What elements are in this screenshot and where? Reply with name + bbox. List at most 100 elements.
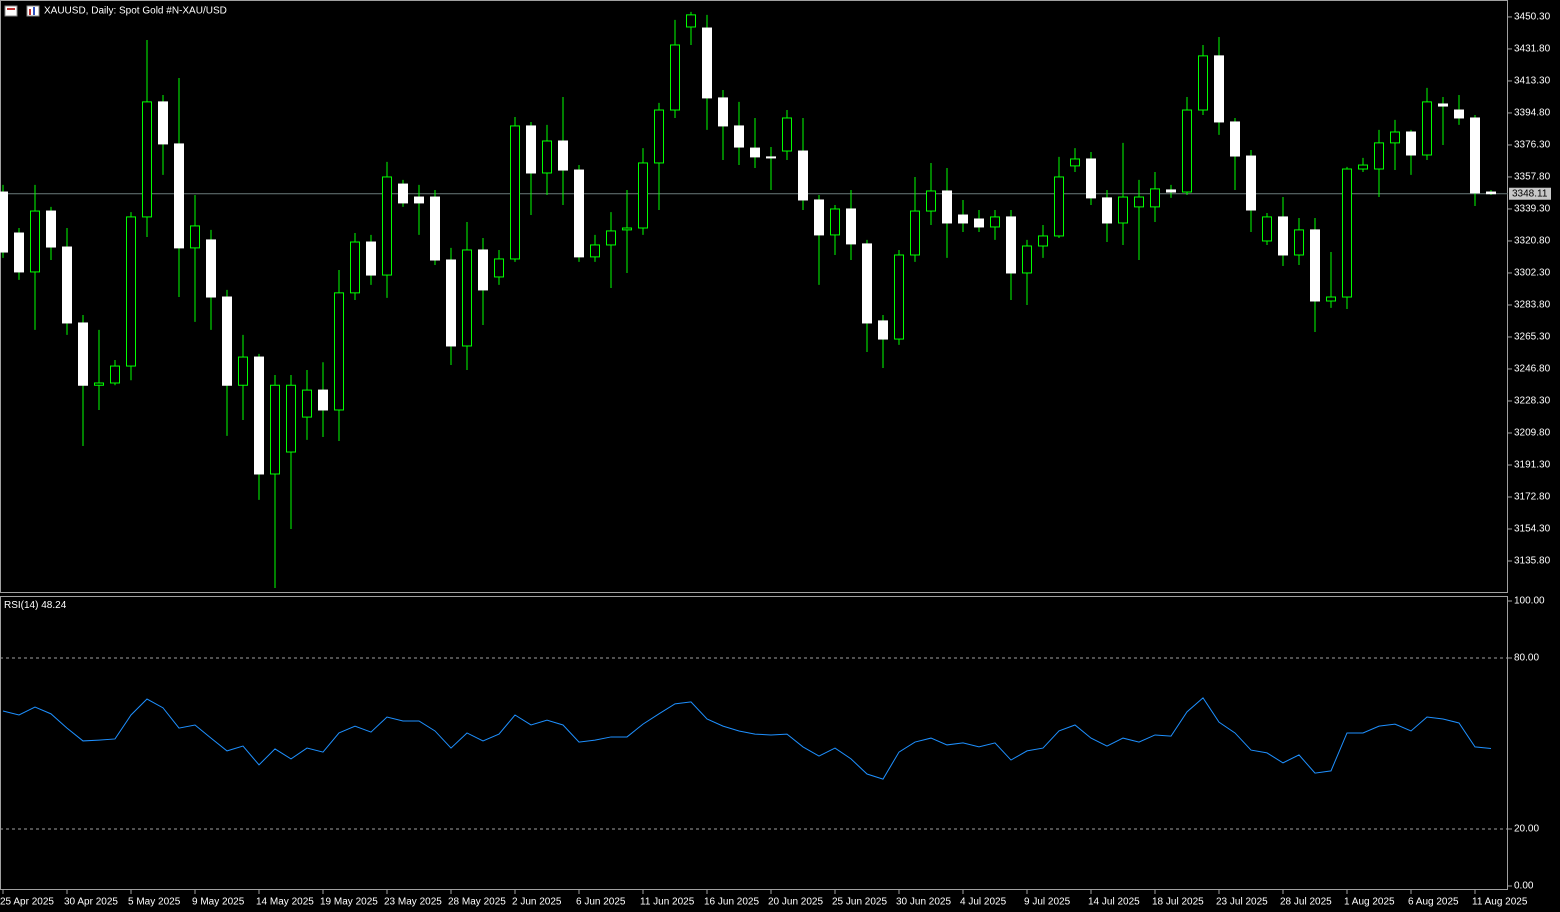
candle-body	[430, 196, 440, 261]
candle-body	[94, 382, 104, 386]
candle-body	[734, 125, 744, 148]
x-tick-label: 14 Jul 2025	[1088, 897, 1140, 908]
rsi-line	[2, 697, 1492, 780]
y-tick-label: 3413.30	[1514, 76, 1551, 87]
candle-body	[1310, 229, 1320, 302]
candle-body	[478, 249, 488, 291]
candle-body	[1294, 229, 1304, 256]
x-tick-label: 16 Jun 2025	[704, 897, 759, 908]
y-tick-label: 3376.30	[1514, 140, 1551, 151]
x-tick-label: 19 May 2025	[320, 897, 378, 908]
candle-body	[398, 183, 408, 204]
candle-body	[558, 140, 568, 171]
candle-body	[1486, 191, 1496, 195]
candle-body	[62, 246, 72, 324]
candle-body	[1358, 164, 1368, 170]
x-tick-label: 6 Aug 2025	[1408, 897, 1459, 908]
y-tick-label: 3431.80	[1514, 44, 1551, 55]
header-icons	[4, 5, 40, 17]
y-tick-label: 100.00	[1514, 596, 1545, 607]
candle-body	[1022, 245, 1032, 274]
candle-body	[510, 125, 520, 260]
candle-body	[798, 150, 808, 201]
candle-body	[1182, 109, 1192, 193]
candle-body	[446, 259, 456, 347]
candle-body	[1070, 158, 1080, 167]
x-tick-label: 28 May 2025	[448, 897, 506, 908]
x-tick-label: 9 Jul 2025	[1024, 897, 1071, 908]
y-tick-label: 3209.80	[1514, 428, 1551, 439]
x-tick-label: 30 Apr 2025	[64, 897, 118, 908]
rsi-frame	[0, 596, 1508, 890]
candle-body	[382, 176, 392, 276]
rsi-title: RSI(14) 48.24	[4, 600, 67, 611]
candle-body	[814, 199, 824, 236]
candle-body	[334, 292, 344, 411]
candle-body	[958, 214, 968, 224]
y-tick-label: 3320.80	[1514, 236, 1551, 247]
candle-body	[302, 389, 312, 418]
candle-body	[1374, 142, 1384, 170]
candle-body	[494, 258, 504, 278]
x-tick-label: 1 Aug 2025	[1344, 897, 1395, 908]
candle-body	[1006, 216, 1016, 274]
x-tick-label: 18 Jul 2025	[1152, 897, 1204, 908]
candle-body	[590, 244, 600, 258]
candle-body	[1134, 196, 1144, 208]
candle-body	[718, 97, 728, 127]
y-tick-label: 3357.80	[1514, 172, 1551, 183]
candle-body	[1422, 101, 1432, 156]
candle-body	[30, 210, 40, 273]
x-tick-label: 4 Jul 2025	[960, 897, 1007, 908]
candle-body	[238, 356, 248, 386]
candle-body	[414, 196, 424, 204]
candle-body	[0, 191, 8, 253]
candle-body	[78, 322, 88, 386]
candle-body	[254, 356, 264, 475]
x-tick-label: 25 Jun 2025	[832, 897, 887, 908]
icon	[4, 5, 18, 17]
candle-body	[1214, 55, 1224, 123]
y-tick-label: 3394.80	[1514, 108, 1551, 119]
candle-body	[1262, 216, 1272, 242]
icon	[7, 8, 15, 10]
price-label-bg	[1509, 187, 1551, 200]
candle-body	[1278, 216, 1288, 256]
candle-body	[1230, 121, 1240, 157]
candle-body	[174, 143, 184, 249]
x-tick-label: 25 Apr 2025	[0, 897, 54, 908]
candle-body	[702, 27, 712, 99]
candle-body	[942, 190, 952, 224]
x-tick-label: 14 May 2025	[256, 897, 314, 908]
candle-body	[974, 218, 984, 228]
candle-body	[526, 125, 536, 174]
y-tick-label: 3302.30	[1514, 268, 1551, 279]
candle-body	[222, 296, 232, 386]
candle-body	[686, 14, 696, 28]
candle-body	[1038, 235, 1048, 247]
candle-body	[878, 320, 888, 340]
candle-body	[1102, 197, 1112, 224]
y-tick-label: 3191.30	[1514, 460, 1551, 471]
rsi-name: RSI(14)	[4, 600, 38, 611]
x-tick-label: 23 Jul 2025	[1216, 897, 1268, 908]
x-tick-label: 23 May 2025	[384, 897, 442, 908]
candle-body	[830, 208, 840, 236]
main-frame	[0, 0, 1508, 593]
y-tick-label: 3246.80	[1514, 364, 1551, 375]
x-tick-label: 11 Aug 2025	[1472, 897, 1528, 908]
candle-body	[1342, 168, 1352, 298]
rsi-last-value: 48.24	[41, 600, 66, 611]
candle-body	[750, 147, 760, 158]
candle-body	[126, 216, 136, 367]
candle-body	[894, 254, 904, 340]
candle-body	[318, 389, 328, 411]
candle-body	[846, 208, 856, 245]
candle-body	[622, 227, 632, 231]
candle-body	[926, 190, 936, 212]
candle-body	[1150, 188, 1160, 208]
candle-body	[1054, 176, 1064, 237]
